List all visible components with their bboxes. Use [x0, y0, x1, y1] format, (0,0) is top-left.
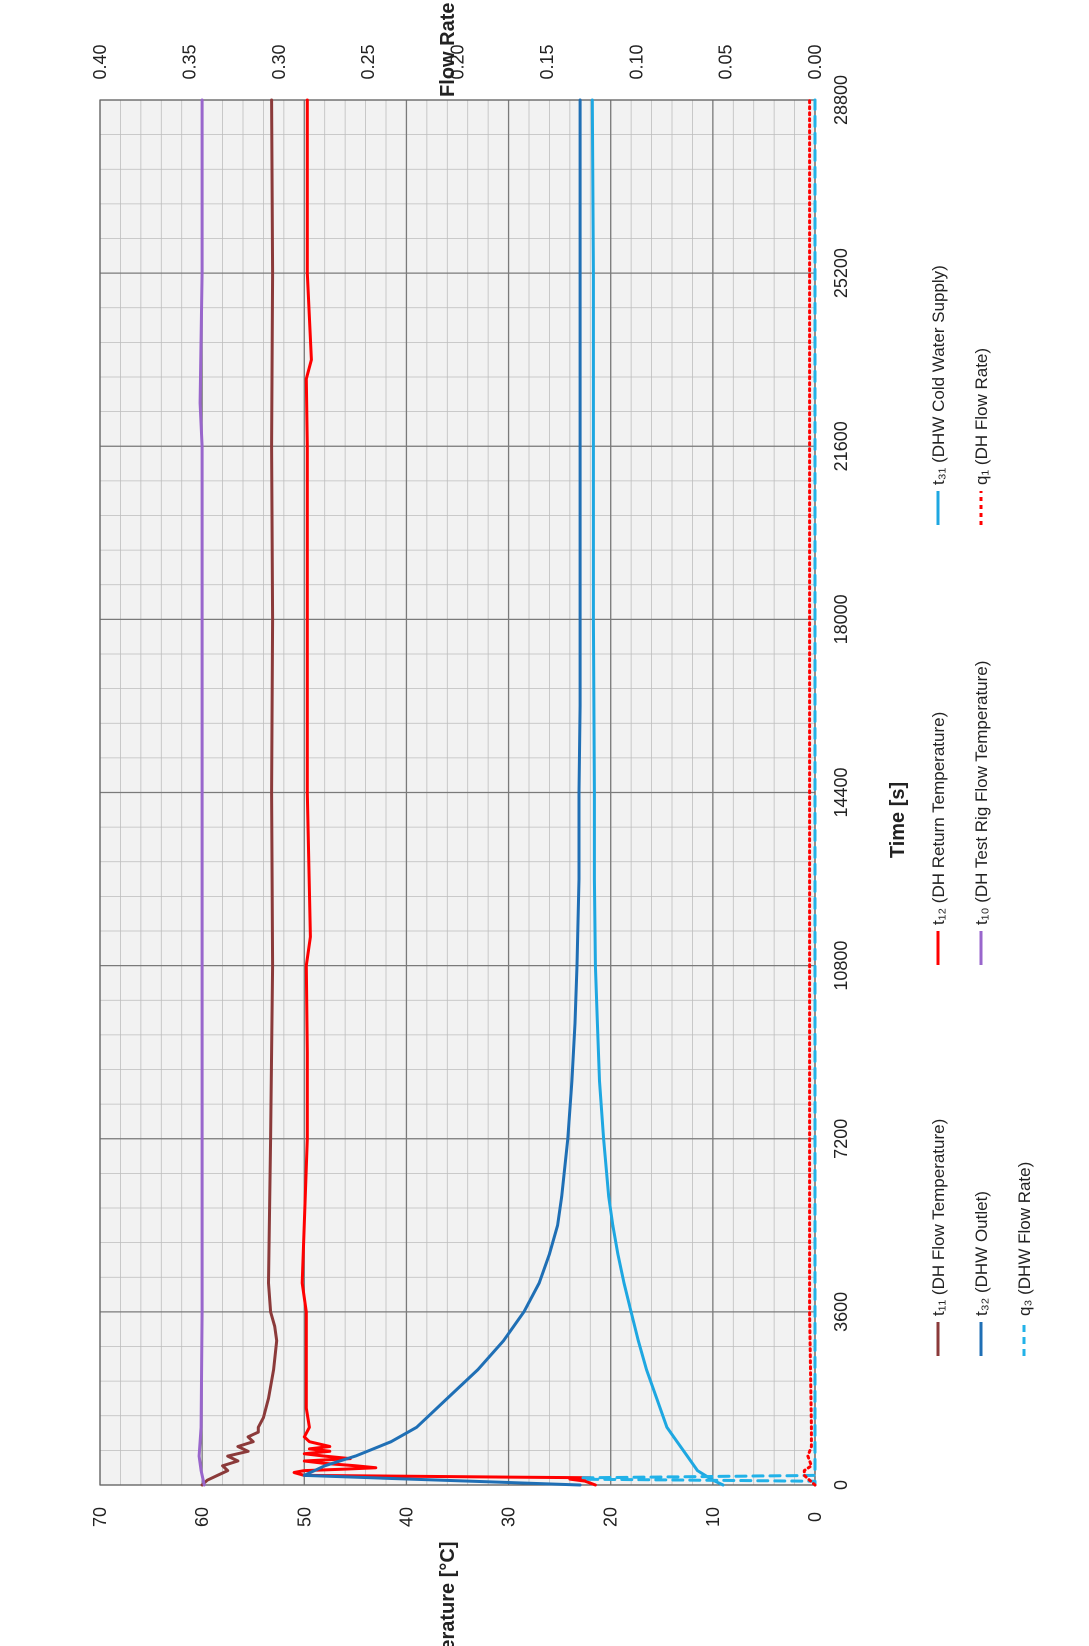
y-right-tick-label: 0.25: [358, 44, 378, 79]
legend-item: t₃₁ (DHW Cold Water Supply): [929, 265, 948, 525]
legend-item: t₁₂ (DH Return Temperature): [929, 712, 948, 965]
y-right-tick-label: 0.15: [537, 44, 557, 79]
plot-area: [99, 99, 816, 1486]
y-left-tick-label: 40: [396, 1507, 416, 1527]
legend-label: t₁₀ (DH Test Rig Flow Temperature): [972, 661, 991, 925]
y-left-tick-label: 30: [499, 1507, 519, 1527]
legend-label: t₃₁ (DHW Cold Water Supply): [929, 265, 948, 485]
y-left-tick-label: 60: [192, 1507, 212, 1527]
y-left-tick-label: 50: [294, 1507, 314, 1527]
series-layer: [197, 98, 817, 1487]
series-line-1: [292, 98, 597, 1487]
x-tick-label: 10800: [831, 941, 851, 991]
legend-label: t₁₂ (DH Return Temperature): [929, 712, 948, 925]
y-right-tick-label: 0.30: [269, 44, 289, 79]
series-line-4: [590, 98, 725, 1487]
series-line-5: [581, 98, 817, 1487]
tick-labels: 0 3600 7200 10800 14400 18000 21600 25200 28800 0…: [90, 44, 851, 1527]
x-tick-label: 7200: [831, 1119, 851, 1159]
legend-label: q₃ (DHW Flow Rate): [1015, 1162, 1034, 1316]
plot-border: [99, 99, 816, 1486]
legend-label: t₁₁ (DH Flow Temperature): [929, 1119, 948, 1316]
y-left-tick-label: 10: [703, 1507, 723, 1527]
y-axis-left-title: Temperature [°C]: [437, 1542, 459, 1646]
y-right-tick-label: 0.05: [716, 44, 736, 79]
y-right-tick-label: 0.10: [626, 44, 646, 79]
y-right-tick-label: 0.35: [179, 44, 199, 79]
y-left-tick-label: 0: [805, 1512, 825, 1522]
x-tick-label: 18000: [831, 594, 851, 644]
x-tick-label: 0: [831, 1480, 851, 1490]
y-left-tick-label: 70: [90, 1507, 110, 1527]
y-right-tick-label: 0.00: [805, 44, 825, 79]
y-left-tick-label: 20: [601, 1507, 621, 1527]
x-tick-label: 14400: [831, 767, 851, 817]
legend-item: t₁₀ (DH Test Rig Flow Temperature): [972, 661, 991, 965]
series-line-0: [200, 98, 279, 1487]
legend-item: t₁₁ (DH Flow Temperature): [929, 1119, 948, 1356]
y-axis-right-title: Flow Rate [Ls⁻¹]: [437, 0, 459, 97]
series-line-2: [197, 98, 206, 1487]
y-right-tick-label: 0.40: [90, 44, 110, 79]
series-line-3: [302, 98, 582, 1487]
legend-item: q₁ (DH Flow Rate): [972, 348, 991, 525]
x-tick-label: 28800: [831, 75, 851, 125]
x-tick-label: 21600: [831, 421, 851, 471]
legend-item: t₃₂ (DHW Outlet): [972, 1191, 991, 1356]
y-right-tick-label: 0.20: [448, 44, 468, 79]
series-line-6: [802, 98, 817, 1487]
legend-label: t₃₂ (DHW Outlet): [972, 1191, 991, 1316]
x-axis-title: Time [s]: [887, 782, 909, 858]
x-tick-label: 25200: [831, 248, 851, 298]
x-tick-label: 3600: [831, 1292, 851, 1332]
legend-label: q₁ (DH Flow Rate): [972, 348, 991, 485]
legend: t₁₁ (DH Flow Temperature) t₁₂ (DH Return …: [929, 265, 1034, 1356]
legend-item: q₃ (DHW Flow Rate): [1015, 1162, 1034, 1356]
